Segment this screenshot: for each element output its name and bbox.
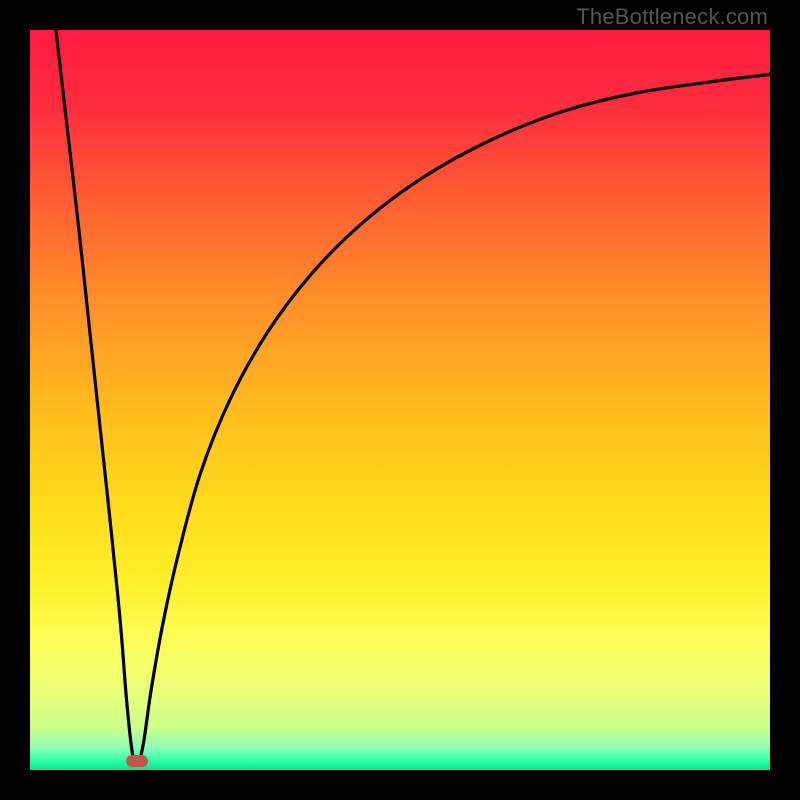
watermark-label: TheBottleneck.com bbox=[576, 4, 768, 30]
plot-area bbox=[30, 30, 770, 770]
gradient-background bbox=[30, 30, 770, 770]
chart-frame: TheBottleneck.com bbox=[0, 0, 800, 800]
minimum-marker bbox=[126, 755, 148, 767]
